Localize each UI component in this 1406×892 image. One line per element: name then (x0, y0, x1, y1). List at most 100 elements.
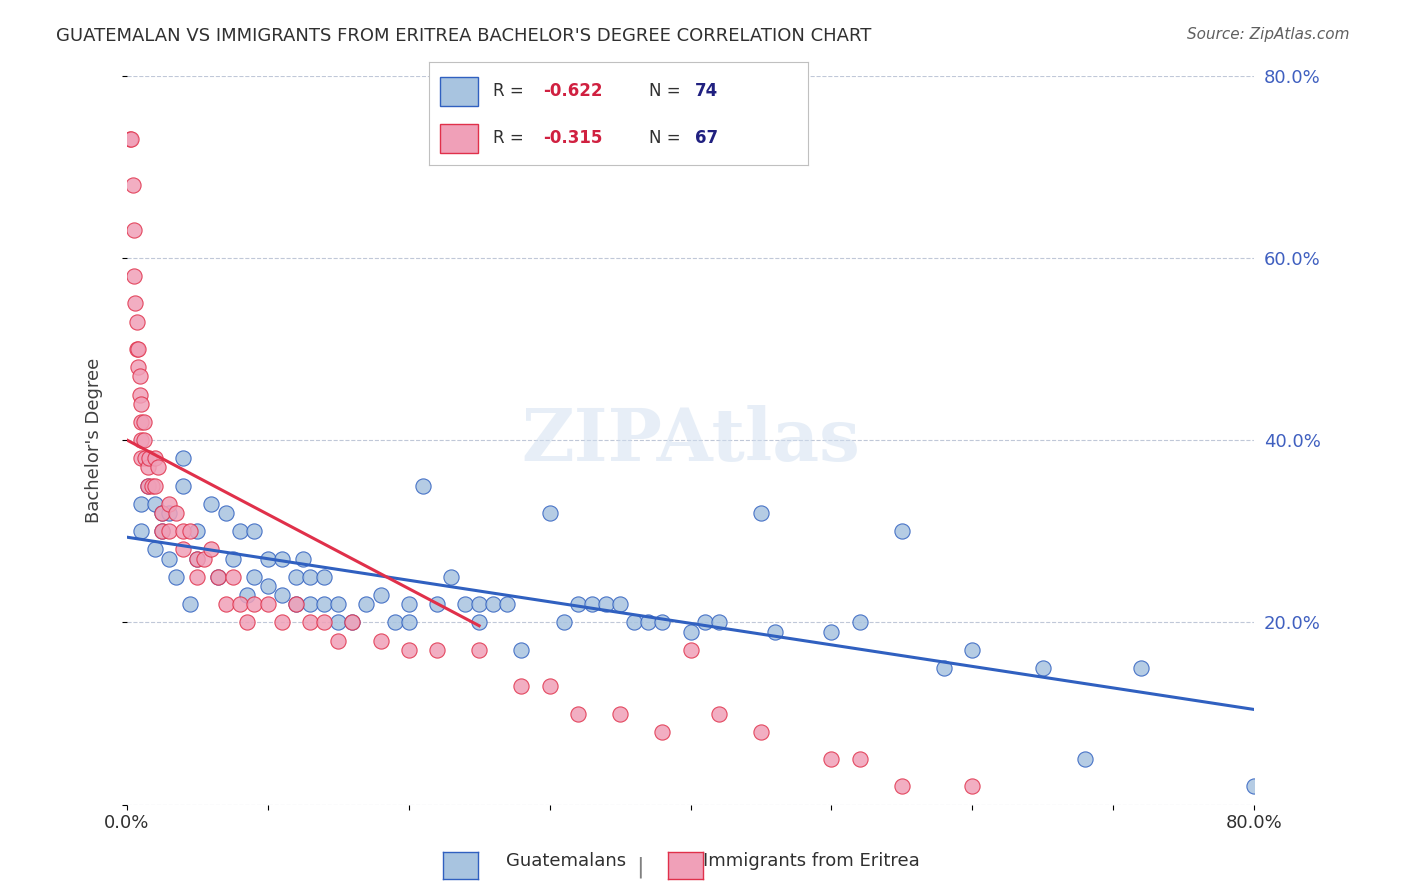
Point (128, 387, 150, 401)
Point (172, 451, 194, 466)
Point (890, 524, 912, 539)
Point (707, 615, 730, 630)
Point (129, 415, 152, 429)
Point (962, 780, 984, 794)
Point (129, 524, 152, 539)
Point (749, 506, 772, 520)
Point (538, 506, 561, 520)
Point (256, 579, 278, 593)
Point (186, 551, 208, 566)
Point (127, 342, 149, 356)
Point (609, 706, 631, 721)
Point (128, 369, 150, 384)
Point (292, 551, 315, 566)
Point (1074, 752, 1097, 766)
Point (134, 451, 156, 466)
Text: GUATEMALAN VS IMMIGRANTS FROM ERITREA BACHELOR'S DEGREE CORRELATION CHART: GUATEMALAN VS IMMIGRANTS FROM ERITREA BA… (56, 27, 872, 45)
Point (454, 597, 477, 611)
Point (314, 597, 336, 611)
Point (932, 661, 955, 675)
Point (132, 433, 155, 447)
Point (122, 268, 145, 283)
Point (567, 597, 589, 611)
Point (468, 642, 491, 657)
Point (172, 542, 194, 557)
Point (651, 615, 673, 630)
Point (1243, 780, 1265, 794)
Point (118, 132, 141, 146)
Point (122, 223, 145, 237)
Point (242, 524, 264, 539)
Point (256, 551, 278, 566)
Text: Immigrants from Eritrea: Immigrants from Eritrea (703, 852, 920, 870)
Point (150, 506, 173, 520)
Point (328, 597, 350, 611)
Point (890, 780, 912, 794)
Point (157, 506, 180, 520)
Point (207, 570, 229, 584)
Point (136, 460, 159, 475)
Point (186, 551, 208, 566)
Point (150, 506, 173, 520)
Point (763, 624, 786, 639)
Point (285, 597, 308, 611)
Point (125, 315, 148, 329)
Text: 74: 74 (695, 82, 718, 100)
Point (679, 624, 702, 639)
Point (200, 497, 222, 511)
Point (285, 570, 308, 584)
Point (207, 570, 229, 584)
Text: Guatemalans: Guatemalans (506, 852, 626, 870)
Text: R =: R = (494, 82, 530, 100)
Point (120, 132, 142, 146)
Point (235, 588, 257, 602)
Point (820, 624, 842, 639)
Point (124, 296, 146, 310)
Point (193, 551, 215, 566)
Point (370, 633, 392, 648)
Point (129, 451, 152, 466)
Point (412, 478, 434, 492)
Text: -0.315: -0.315 (543, 129, 602, 147)
Point (129, 397, 152, 411)
Point (482, 597, 505, 611)
Point (179, 524, 201, 539)
Point (426, 597, 449, 611)
FancyBboxPatch shape (440, 77, 478, 105)
Point (356, 597, 378, 611)
Point (426, 642, 449, 657)
Point (228, 524, 250, 539)
Point (637, 615, 659, 630)
Point (1130, 661, 1153, 675)
Point (157, 551, 180, 566)
Point (299, 570, 322, 584)
Point (141, 478, 163, 492)
Point (172, 478, 194, 492)
Point (165, 506, 187, 520)
Point (595, 597, 617, 611)
Point (440, 570, 463, 584)
Point (848, 615, 870, 630)
Point (186, 524, 208, 539)
Point (510, 642, 533, 657)
Text: Source: ZipAtlas.com: Source: ZipAtlas.com (1187, 27, 1350, 42)
Y-axis label: Bachelor's Degree: Bachelor's Degree (86, 358, 103, 523)
Point (150, 524, 173, 539)
Point (1032, 661, 1054, 675)
Point (146, 460, 169, 475)
Point (314, 615, 336, 630)
Point (136, 478, 159, 492)
Point (129, 433, 152, 447)
Point (127, 360, 149, 375)
Point (609, 597, 631, 611)
Point (228, 597, 250, 611)
Text: N =: N = (650, 129, 686, 147)
Point (285, 597, 308, 611)
Point (693, 615, 716, 630)
Point (200, 542, 222, 557)
Point (553, 615, 575, 630)
Point (172, 524, 194, 539)
Point (328, 633, 350, 648)
Text: N =: N = (650, 82, 686, 100)
Point (567, 706, 589, 721)
